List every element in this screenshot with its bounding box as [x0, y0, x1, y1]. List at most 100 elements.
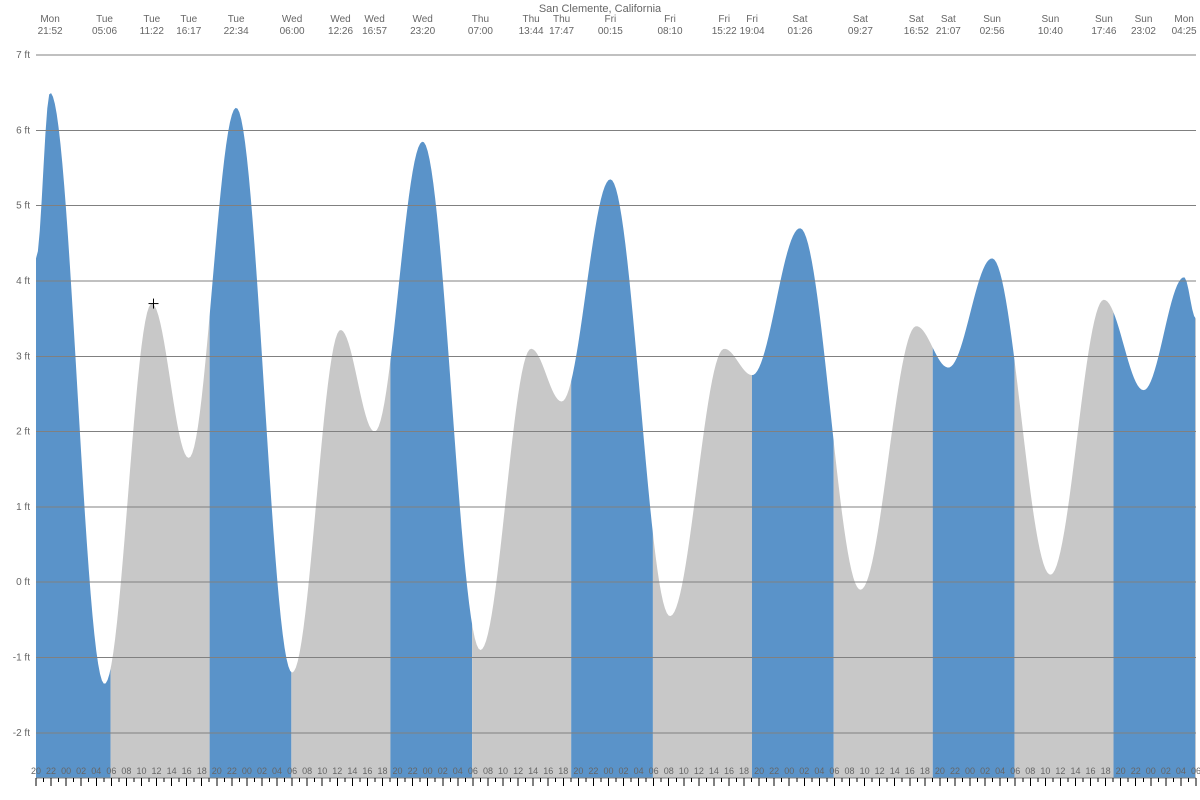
top-label-time: 19:04 — [740, 26, 765, 37]
top-label-day: Sat — [941, 14, 956, 25]
x-tick-label: 12 — [875, 766, 885, 776]
x-tick-label: 06 — [1010, 766, 1020, 776]
tide-chart: -2 ft-1 ft0 ft1 ft2 ft3 ft4 ft5 ft6 ft7 … — [0, 0, 1200, 800]
x-tick-label: 14 — [709, 766, 719, 776]
top-label-day: Sat — [793, 14, 808, 25]
top-label-time: 16:52 — [904, 26, 929, 37]
x-tick-label: 14 — [167, 766, 177, 776]
top-label-day: Fri — [664, 14, 676, 25]
top-label-time: 22:34 — [224, 26, 249, 37]
top-label-time: 21:07 — [936, 26, 961, 37]
top-label-time: 05:06 — [92, 26, 117, 37]
x-tick-label: 08 — [121, 766, 131, 776]
x-tick-label: 20 — [212, 766, 222, 776]
y-tick-label: 2 ft — [16, 427, 30, 438]
top-label-time: 00:15 — [598, 26, 623, 37]
x-tick-label: 00 — [965, 766, 975, 776]
top-labels: Mon21:52Tue05:06Tue11:22Tue16:17Tue22:34… — [38, 14, 1197, 37]
x-tick-label: 22 — [588, 766, 598, 776]
x-tick-label: 08 — [664, 766, 674, 776]
y-tick-label: 3 ft — [16, 351, 30, 362]
x-tick-label: 16 — [362, 766, 372, 776]
x-tick-label: 16 — [905, 766, 915, 776]
top-label-day: Thu — [553, 14, 570, 25]
top-label-day: Wed — [412, 14, 432, 25]
x-tick-label: 00 — [61, 766, 71, 776]
x-tick-label: 22 — [950, 766, 960, 776]
x-tick-label: 12 — [1055, 766, 1065, 776]
top-label-day: Tue — [228, 14, 245, 25]
top-label-time: 16:17 — [176, 26, 201, 37]
top-label-time: 15:22 — [712, 26, 737, 37]
x-tick-label: 02 — [980, 766, 990, 776]
x-tick-label: 08 — [844, 766, 854, 776]
top-label-time: 04:25 — [1172, 26, 1197, 37]
top-label-day: Sun — [1135, 14, 1153, 25]
x-tick-label: 12 — [152, 766, 162, 776]
x-tick-label: 00 — [603, 766, 613, 776]
x-tick-label: 04 — [995, 766, 1005, 776]
x-tick-label: 12 — [332, 766, 342, 776]
x-tick-label: 18 — [377, 766, 387, 776]
top-label-time: 16:57 — [362, 26, 387, 37]
x-tick-label: 18 — [197, 766, 207, 776]
x-tick-label: 18 — [1101, 766, 1111, 776]
top-label-time: 08:10 — [657, 26, 682, 37]
top-label-day: Tue — [96, 14, 113, 25]
top-label-time: 23:02 — [1131, 26, 1156, 37]
x-tick-label: 06 — [829, 766, 839, 776]
x-tick-label: 04 — [1176, 766, 1186, 776]
y-tick-label: 5 ft — [16, 201, 30, 212]
x-tick-label: 20 — [31, 766, 41, 776]
y-tick-label: 0 ft — [16, 577, 30, 588]
x-tick-label: 20 — [935, 766, 945, 776]
x-tick-label: 14 — [890, 766, 900, 776]
top-label-time: 17:47 — [549, 26, 574, 37]
top-label-day: Mon — [40, 14, 59, 25]
x-tick-label: 10 — [136, 766, 146, 776]
x-tick-label: 04 — [272, 766, 282, 776]
top-label-time: 09:27 — [848, 26, 873, 37]
top-label-day: Wed — [282, 14, 302, 25]
x-tick-label: 00 — [784, 766, 794, 776]
top-label-day: Thu — [472, 14, 489, 25]
tide-area — [36, 35, 1196, 783]
y-tick-label: 4 ft — [16, 276, 30, 287]
x-tick-label: 16 — [1086, 766, 1096, 776]
x-tick-label: 22 — [408, 766, 418, 776]
top-label-time: 06:00 — [280, 26, 305, 37]
y-tick-label: -2 ft — [13, 728, 30, 739]
x-tick-label: 02 — [438, 766, 448, 776]
x-tick-label: 02 — [799, 766, 809, 776]
top-label-day: Mon — [1174, 14, 1193, 25]
x-tick-label: 22 — [1131, 766, 1141, 776]
x-tick-label: 04 — [453, 766, 463, 776]
top-label-day: Sun — [983, 14, 1001, 25]
x-tick-label: 06 — [1191, 766, 1200, 776]
y-tick-label: 7 ft — [16, 50, 30, 61]
x-tick-label: 22 — [769, 766, 779, 776]
top-label-time: 11:22 — [140, 26, 165, 37]
top-label-day: Tue — [143, 14, 160, 25]
x-tick-label: 00 — [423, 766, 433, 776]
top-label-day: Wed — [364, 14, 384, 25]
x-tick-label: 14 — [347, 766, 357, 776]
x-tick-label: 16 — [724, 766, 734, 776]
top-label-day: Sat — [909, 14, 924, 25]
x-tick-label: 08 — [1025, 766, 1035, 776]
x-tick-label: 10 — [679, 766, 689, 776]
x-tick-label: 00 — [1146, 766, 1156, 776]
x-tick-label: 06 — [649, 766, 659, 776]
x-tick-label: 04 — [91, 766, 101, 776]
x-tick-label: 12 — [694, 766, 704, 776]
x-tick-label: 16 — [182, 766, 192, 776]
top-label-day: Wed — [330, 14, 350, 25]
x-tick-label: 22 — [46, 766, 56, 776]
top-label-day: Sun — [1095, 14, 1113, 25]
top-label-day: Sat — [853, 14, 868, 25]
x-tick-label: 00 — [242, 766, 252, 776]
x-tick-label: 18 — [739, 766, 749, 776]
top-label-time: 23:20 — [410, 26, 435, 37]
x-tick-label: 02 — [1161, 766, 1171, 776]
x-tick-label: 10 — [498, 766, 508, 776]
